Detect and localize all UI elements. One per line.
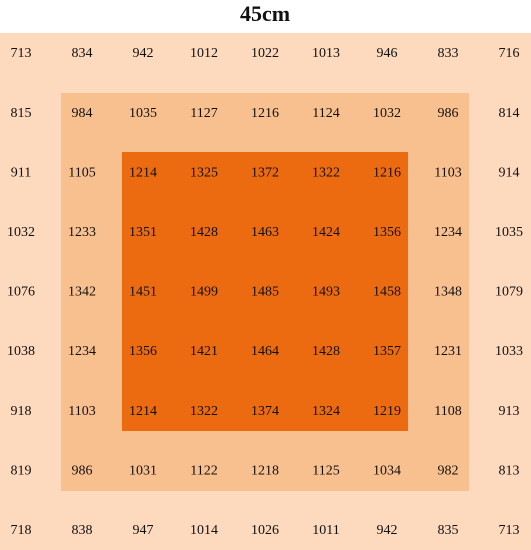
cell-value: 1342 [68, 285, 96, 300]
cell-value: 918 [11, 404, 32, 419]
cell-value: 838 [72, 523, 93, 538]
cell-value: 1485 [251, 285, 279, 300]
cell-value: 1218 [251, 463, 279, 478]
cell-value: 814 [499, 106, 520, 121]
cell-value: 1219 [373, 404, 401, 419]
cell-value: 1011 [312, 523, 339, 538]
cell-value: 913 [499, 404, 520, 419]
cell-value: 815 [11, 106, 32, 121]
title: 45cm [240, 1, 290, 26]
cell-value: 1463 [251, 225, 279, 240]
cell-value: 1234 [68, 344, 96, 359]
cell-value: 1034 [373, 463, 401, 478]
cell-value: 1038 [7, 344, 35, 359]
cell-value: 1032 [7, 225, 35, 240]
cell-value: 1234 [434, 225, 462, 240]
cell-value: 1458 [373, 285, 401, 300]
cell-value: 911 [11, 165, 31, 180]
cell-value: 1014 [190, 523, 218, 538]
cell-value: 834 [72, 46, 93, 61]
cell-value: 1374 [251, 404, 279, 419]
cell-value: 1214 [129, 165, 157, 180]
cell-value: 1031 [129, 463, 157, 478]
cell-value: 713 [499, 523, 520, 538]
cell-value: 1493 [312, 285, 340, 300]
cell-value: 1124 [312, 106, 339, 121]
cell-value: 1122 [190, 463, 217, 478]
cell-value: 1356 [129, 344, 157, 359]
cell-value: 1216 [373, 165, 401, 180]
cell-value: 942 [377, 523, 398, 538]
cell-value: 1356 [373, 225, 401, 240]
cell-value: 1079 [495, 285, 523, 300]
cell-value: 835 [438, 523, 459, 538]
cell-value: 1322 [190, 404, 218, 419]
cell-value: 1026 [251, 523, 279, 538]
cell-value: 982 [438, 463, 459, 478]
cell-value: 1032 [373, 106, 401, 121]
cell-value: 1216 [251, 106, 279, 121]
cell-value: 1035 [129, 106, 157, 121]
cell-value: 947 [133, 523, 154, 538]
cell-value: 1372 [251, 165, 279, 180]
cell-value: 1348 [434, 285, 462, 300]
cell-value: 1022 [251, 46, 279, 61]
cell-value: 1322 [312, 165, 340, 180]
cell-value: 819 [11, 463, 32, 478]
cell-value: 718 [11, 523, 32, 538]
cell-value: 986 [438, 106, 459, 121]
cell-value: 1428 [190, 225, 218, 240]
cell-value: 1214 [129, 404, 157, 419]
cell-value: 984 [72, 106, 93, 121]
cell-value: 1012 [190, 46, 218, 61]
cell-value: 1103 [434, 165, 461, 180]
cell-value: 1357 [373, 344, 401, 359]
cell-value: 1103 [68, 404, 95, 419]
cell-value: 1076 [7, 285, 35, 300]
cell-value: 1424 [312, 225, 340, 240]
cell-value: 1035 [495, 225, 523, 240]
cell-value: 1464 [251, 344, 279, 359]
cell-value: 716 [499, 46, 520, 61]
cell-value: 1421 [190, 344, 218, 359]
cell-value: 813 [499, 463, 520, 478]
cell-value: 1013 [312, 46, 340, 61]
cell-value: 1499 [190, 285, 218, 300]
cell-value: 1233 [68, 225, 96, 240]
cell-value: 1108 [434, 404, 461, 419]
cell-value: 914 [499, 165, 520, 180]
cell-value: 1451 [129, 285, 157, 300]
cell-value: 1351 [129, 225, 157, 240]
cell-value: 986 [72, 463, 93, 478]
cell-value: 1127 [190, 106, 217, 121]
cell-value: 1324 [312, 404, 340, 419]
cell-value: 1125 [312, 463, 339, 478]
cell-value: 833 [438, 46, 459, 61]
cell-value: 946 [377, 46, 398, 61]
cell-value: 713 [11, 46, 32, 61]
cell-value: 1428 [312, 344, 340, 359]
inner-zone [122, 152, 408, 431]
cell-value: 1033 [495, 344, 523, 359]
cell-value: 1231 [434, 344, 462, 359]
cell-value: 1105 [68, 165, 95, 180]
cell-value: 942 [133, 46, 154, 61]
cell-value: 1325 [190, 165, 218, 180]
